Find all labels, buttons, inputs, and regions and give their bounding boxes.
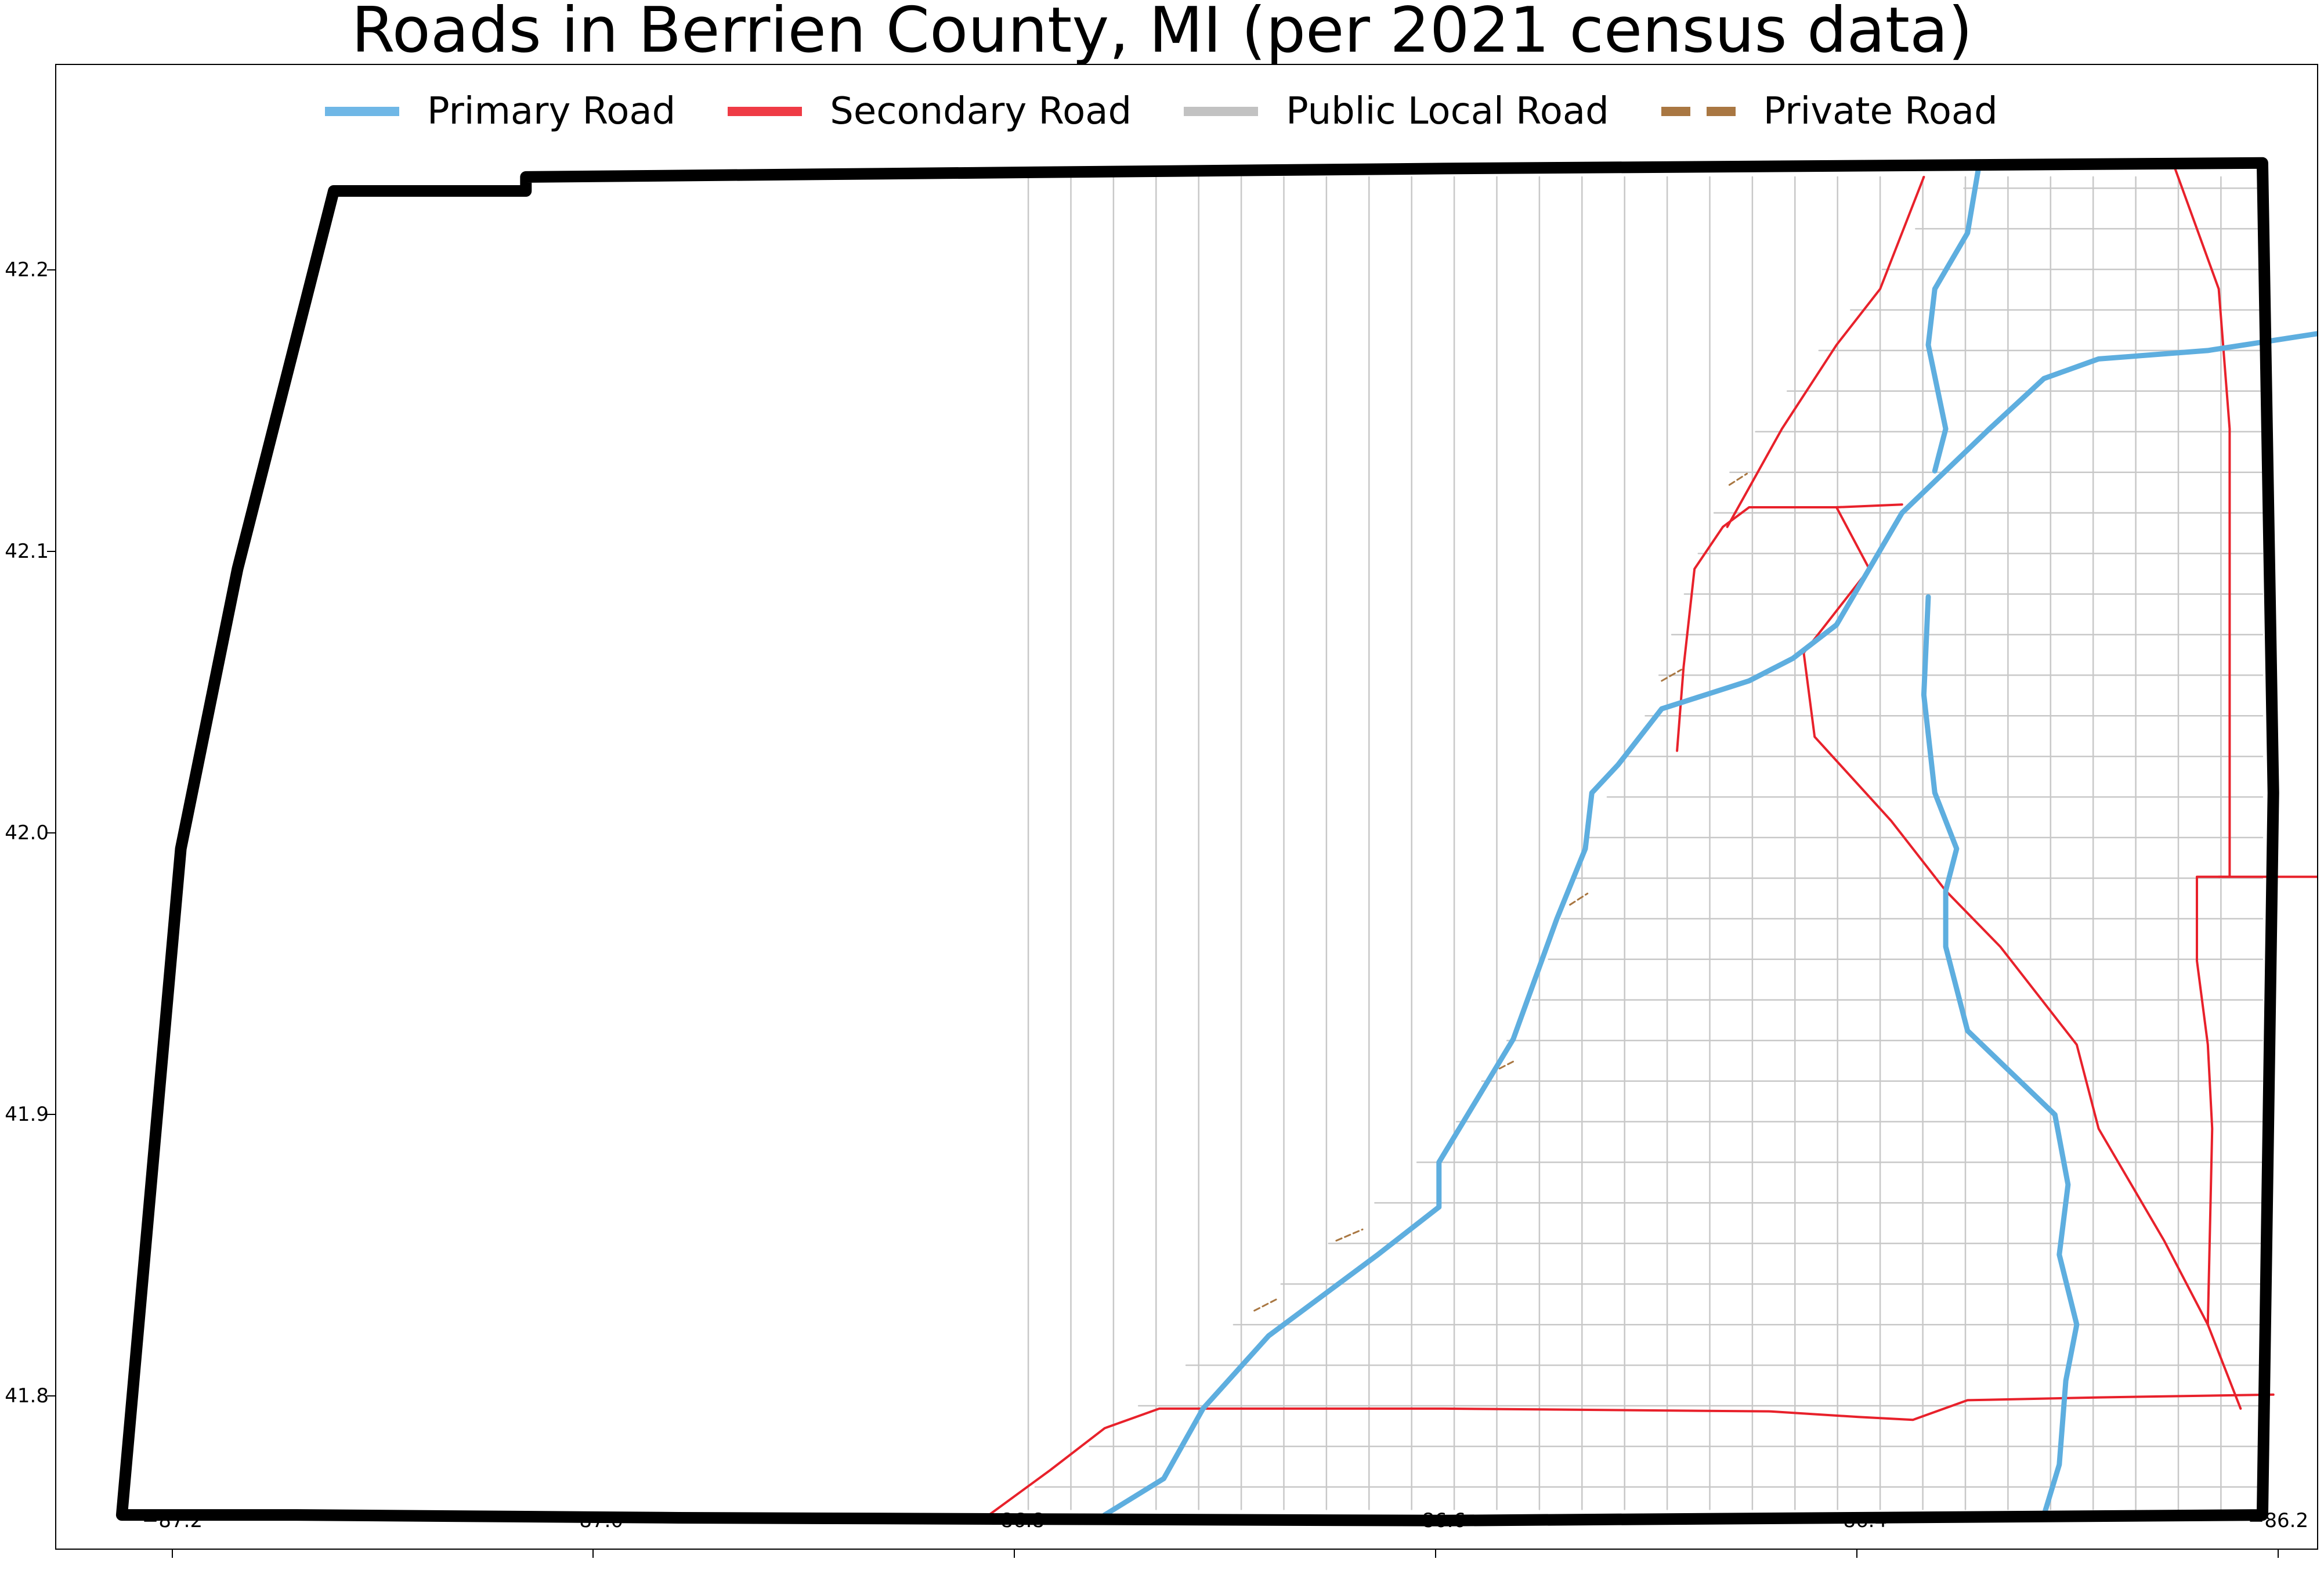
primary-road-layer <box>1102 165 2317 1518</box>
secondary-road <box>2174 167 2231 1326</box>
x-tick-mark <box>592 1550 594 1558</box>
secondary-road-layer <box>988 167 2317 1517</box>
county-boundary <box>115 157 2279 1527</box>
secondary-road <box>1726 175 1925 528</box>
road-map <box>115 157 2317 1527</box>
primary-road <box>1925 165 1981 474</box>
private-road <box>1728 472 1748 486</box>
primary-road <box>1102 331 2317 1518</box>
y-tick-mark <box>47 1114 55 1115</box>
legend-label: Public Local Road <box>1286 90 1609 133</box>
legend-label: Private Road <box>1763 90 1998 133</box>
legend: Primary Road Secondary Road Public Local… <box>325 87 1998 136</box>
y-tick-mark <box>47 832 55 833</box>
local-road-layer <box>1027 176 2264 1510</box>
x-tick-mark <box>1014 1550 1015 1558</box>
x-tick-label: −86.4 <box>1826 1509 1888 1532</box>
y-tick-label: 42.2 <box>5 258 49 282</box>
x-tick-mark <box>172 1550 173 1558</box>
private-road-layer <box>1253 472 1748 1312</box>
private-road-swatch <box>1661 107 1736 116</box>
y-tick-label: 41.9 <box>5 1103 49 1126</box>
y-tick-label: 41.8 <box>5 1384 49 1408</box>
legend-item-public-local-road: Public Local Road <box>1184 90 1609 133</box>
y-tick-label: 42.0 <box>5 821 49 845</box>
y-tick-mark <box>47 1395 55 1396</box>
private-road <box>1569 893 1589 906</box>
primary-road-swatch <box>325 107 399 116</box>
x-tick-mark <box>2278 1550 2279 1558</box>
plot-area <box>55 64 2318 1550</box>
y-tick-mark <box>47 551 55 552</box>
secondary-road <box>988 1393 2275 1517</box>
y-tick-mark <box>47 269 55 270</box>
legend-item-secondary-road: Secondary Road <box>728 90 1132 133</box>
secondary-road <box>1676 503 1903 752</box>
x-tick-label: −86.6 <box>1405 1509 1466 1532</box>
private-road <box>1335 1228 1364 1242</box>
secondary-road-swatch <box>728 107 803 116</box>
legend-item-private-road: Private Road <box>1661 90 1998 133</box>
primary-road <box>1921 594 2080 1518</box>
x-tick-label: −87.2 <box>142 1509 203 1532</box>
legend-label: Primary Road <box>427 90 676 133</box>
legend-label: Secondary Road <box>830 90 1132 133</box>
public-local-road-swatch <box>1184 107 1259 116</box>
chart-title: Roads in Berrien County, MI (per 2021 ce… <box>351 0 1973 67</box>
x-tick-label: −86.2 <box>2247 1509 2309 1532</box>
private-road <box>1253 1298 1277 1312</box>
x-tick-label: −86.8 <box>984 1509 1045 1532</box>
legend-item-primary-road: Primary Road <box>325 90 675 133</box>
secondary-road <box>1802 506 2242 1410</box>
y-tick-label: 42.1 <box>5 540 49 563</box>
x-tick-mark <box>1856 1550 1857 1558</box>
x-tick-label: −87.0 <box>562 1509 624 1532</box>
x-tick-mark <box>1435 1550 1436 1558</box>
private-road <box>1661 669 1683 682</box>
